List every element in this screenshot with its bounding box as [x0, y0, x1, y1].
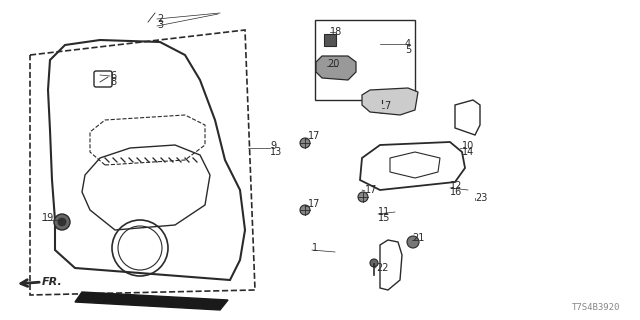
Text: 22: 22 — [376, 263, 388, 273]
Text: T7S4B3920: T7S4B3920 — [572, 303, 620, 312]
Text: 5: 5 — [405, 45, 412, 55]
Text: 7: 7 — [384, 101, 390, 111]
Text: 4: 4 — [405, 39, 411, 49]
Text: 1: 1 — [312, 243, 318, 253]
Text: 15: 15 — [378, 213, 390, 223]
Text: 11: 11 — [378, 207, 390, 217]
Circle shape — [54, 214, 70, 230]
Text: 17: 17 — [308, 199, 321, 209]
Text: 6: 6 — [110, 71, 116, 81]
Circle shape — [300, 138, 310, 148]
Text: 9: 9 — [270, 141, 276, 151]
Text: 16: 16 — [450, 187, 462, 197]
Text: FR.: FR. — [42, 277, 63, 287]
Circle shape — [407, 236, 419, 248]
Text: 23: 23 — [475, 193, 488, 203]
Text: 19: 19 — [42, 213, 54, 223]
Text: 17: 17 — [308, 131, 321, 141]
Polygon shape — [75, 292, 228, 310]
Text: 17: 17 — [365, 185, 378, 195]
FancyBboxPatch shape — [324, 34, 336, 46]
Text: 2: 2 — [157, 14, 163, 24]
Text: 8: 8 — [110, 77, 116, 87]
Text: 14: 14 — [462, 147, 474, 157]
Circle shape — [58, 218, 66, 226]
Text: 21: 21 — [412, 233, 424, 243]
Text: 3: 3 — [157, 20, 163, 30]
Polygon shape — [316, 56, 356, 80]
Circle shape — [300, 205, 310, 215]
Text: 12: 12 — [450, 181, 462, 191]
Text: 18: 18 — [330, 27, 342, 37]
Polygon shape — [362, 88, 418, 115]
Text: 13: 13 — [270, 147, 282, 157]
Text: 10: 10 — [462, 141, 474, 151]
Circle shape — [358, 192, 368, 202]
Text: 20: 20 — [327, 59, 339, 69]
Circle shape — [334, 65, 340, 71]
Circle shape — [370, 259, 378, 267]
